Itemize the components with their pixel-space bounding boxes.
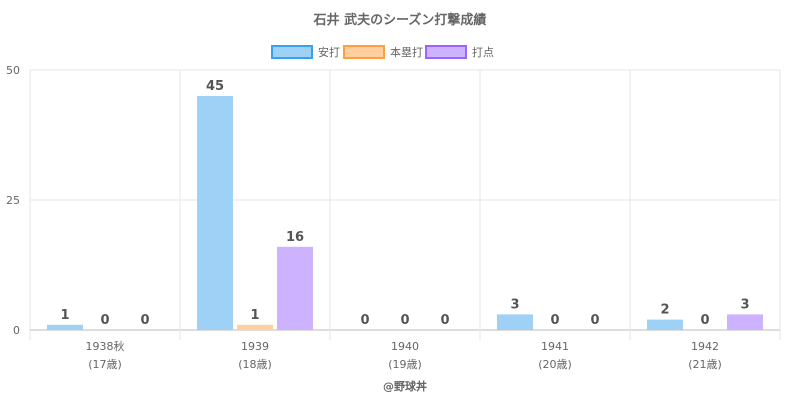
x-tick-label-0: 1938秋 (86, 339, 125, 353)
value-label-1-1: 1 (250, 308, 259, 323)
bar-0-4[interactable] (647, 319, 683, 330)
x-tick-sublabel-1: (18歳) (238, 358, 272, 371)
x-tick-label-4: 1942 (691, 340, 719, 353)
value-label-0-4: 2 (660, 303, 669, 318)
legend-label-0[interactable]: 安打 (318, 45, 340, 59)
value-label-0-2: 0 (360, 313, 369, 328)
value-label-2-1: 16 (286, 230, 304, 245)
data-labels: 1 45 0 3 2 0 1 0 0 0 0 16 0 0 3 (60, 79, 749, 328)
value-label-0-0: 1 (60, 308, 69, 323)
credit: @野球丼 (383, 379, 427, 393)
legend: 安打 本塁打 打点 (271, 45, 494, 59)
value-label-0-1: 45 (206, 79, 224, 94)
x-tick-sublabel-0: (17歳) (88, 358, 122, 371)
value-label-2-0: 0 (140, 313, 149, 328)
legend-swatch-2[interactable] (425, 45, 467, 59)
x-tick-label-1: 1939 (241, 340, 269, 353)
value-label-0-3: 3 (510, 297, 519, 312)
bars (47, 96, 763, 330)
bar-2-1[interactable] (277, 246, 313, 330)
x-tick-label-2: 1940 (391, 340, 419, 353)
x-tick-sublabel-3: (20歳) (538, 358, 572, 371)
legend-swatch-0[interactable] (271, 45, 313, 59)
value-label-2-2: 0 (440, 313, 449, 328)
value-label-2-4: 3 (740, 297, 749, 312)
y-tick-label-1: 25 (6, 194, 20, 207)
value-label-1-3: 0 (550, 313, 559, 328)
legend-label-2[interactable]: 打点 (472, 45, 494, 59)
bar-2-4[interactable] (727, 314, 763, 330)
value-label-1-4: 0 (700, 313, 709, 328)
value-label-1-0: 0 (100, 313, 109, 328)
grid (29, 69, 781, 340)
y-tick-label-0: 0 (13, 324, 20, 337)
bar-1-1[interactable] (237, 324, 273, 330)
legend-label-1[interactable]: 本塁打 (390, 45, 423, 59)
x-axis: 1938秋 (17歳) 1939 (18歳) 1940 (19歳) 1941 (20歳) 194… (86, 339, 722, 371)
legend-swatch-1[interactable] (343, 45, 385, 59)
y-tick-label-2: 50 (6, 64, 20, 77)
value-label-2-3: 0 (590, 313, 599, 328)
x-tick-sublabel-4: (21歳) (688, 358, 722, 371)
value-label-1-2: 0 (400, 313, 409, 328)
y-axis: 0 25 50 (6, 64, 20, 337)
x-tick-sublabel-2: (19歳) (388, 358, 422, 371)
bar-0-3[interactable] (497, 314, 533, 330)
bar-0-0[interactable] (47, 324, 83, 330)
x-tick-label-3: 1941 (541, 340, 569, 353)
chart-title: 石井 武夫のシーズン打撃成績 (313, 12, 487, 28)
bar-0-1[interactable] (197, 96, 233, 330)
